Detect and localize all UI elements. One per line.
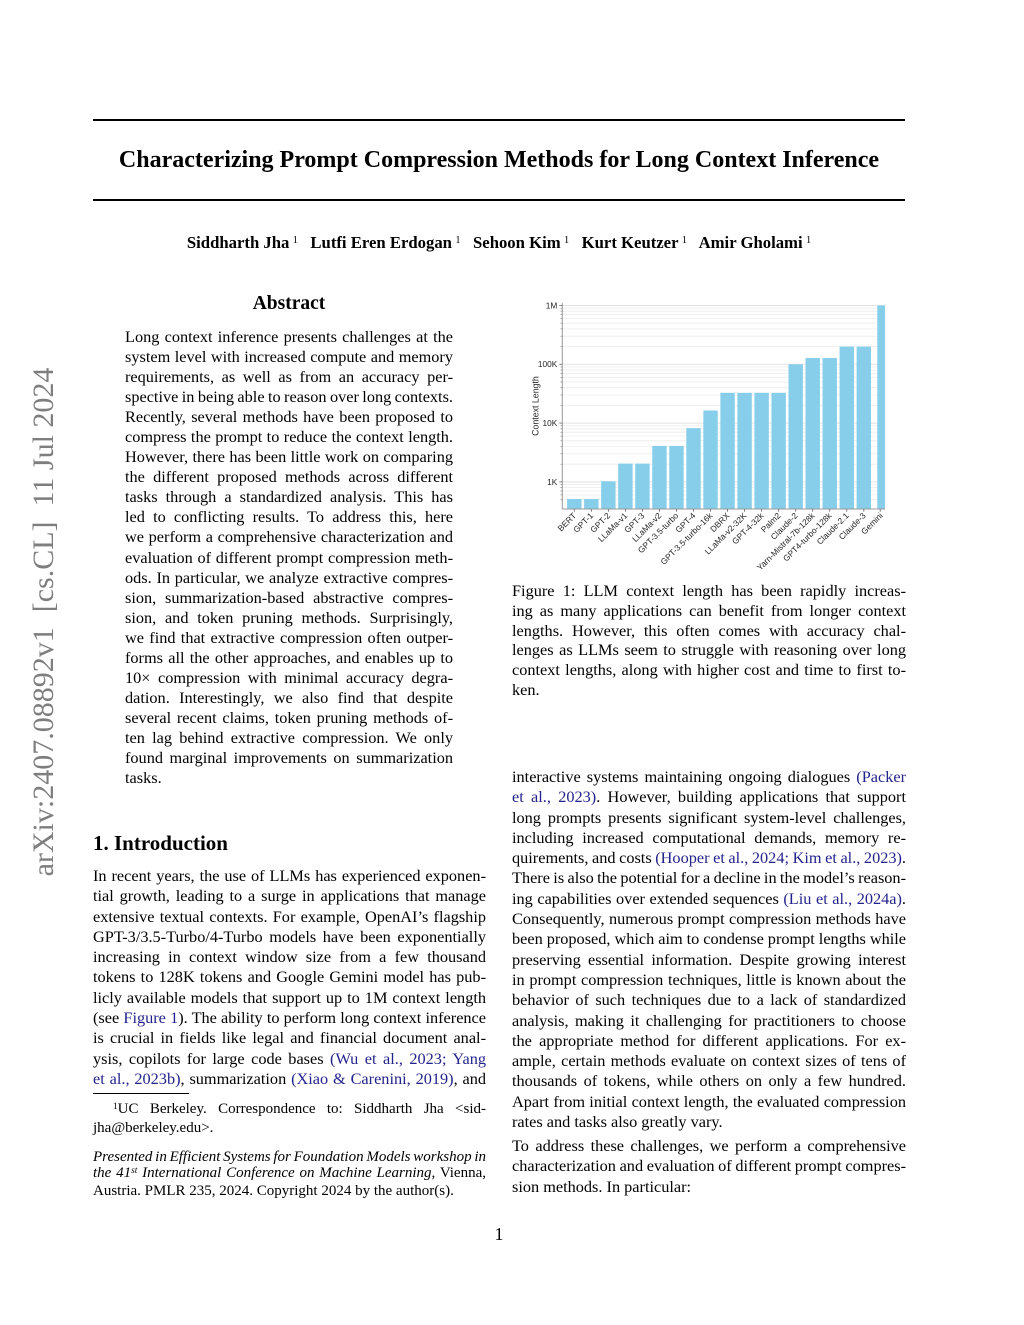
svg-text:Context Length: Context Length <box>531 376 541 436</box>
svg-text:100K: 100K <box>538 359 558 369</box>
svg-text:1K: 1K <box>547 477 558 487</box>
svg-text:10K: 10K <box>543 418 558 428</box>
svg-text:1M: 1M <box>546 300 558 310</box>
